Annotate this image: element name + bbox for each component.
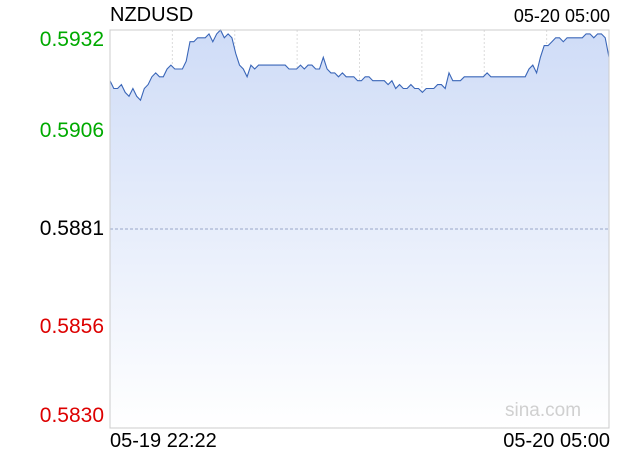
chart-title: NZDUSD: [110, 4, 194, 26]
plot-frame: [109, 29, 610, 429]
price-area: [110, 30, 609, 428]
y-tick-label: 0.5906: [39, 119, 104, 143]
price-line: [109, 29, 610, 102]
y-tick-label: 0.5932: [39, 28, 104, 51]
x-tick-end: 05-20 05:00: [503, 430, 610, 452]
x-tick-start: 05-19 22:22: [110, 430, 217, 452]
y-tick-label: 0.5830: [39, 404, 104, 427]
watermark-text: sina.com: [505, 400, 582, 421]
y-tick-label: 0.5856: [39, 314, 104, 338]
y-tick-label: 0.5881: [39, 217, 104, 240]
update-timestamp: 05-20 05:00: [513, 6, 610, 26]
